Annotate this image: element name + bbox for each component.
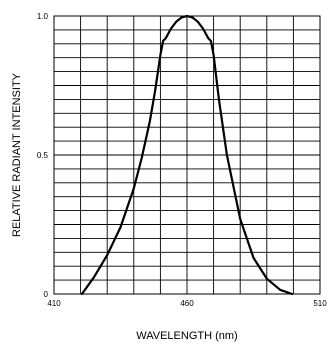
x-tick-label: 510 — [313, 299, 327, 308]
y-tick-label: 0.5 — [37, 151, 49, 160]
y-tick-label: 0 — [44, 290, 49, 299]
x-axis-label: WAVELENGTH (nm) — [136, 330, 237, 342]
y-axis-label: RELATIVE RADIANT INTENSITY — [11, 72, 23, 237]
series-line — [80, 14, 294, 296]
x-tick-label: 410 — [47, 299, 61, 308]
y-tick-label: 1.0 — [37, 12, 49, 21]
y-tick-labels: 0 0.5 1.0 — [37, 12, 49, 299]
x-tick-labels: 410 460 510 — [47, 299, 327, 308]
x-tick-label: 460 — [180, 299, 194, 308]
grid — [54, 16, 320, 294]
